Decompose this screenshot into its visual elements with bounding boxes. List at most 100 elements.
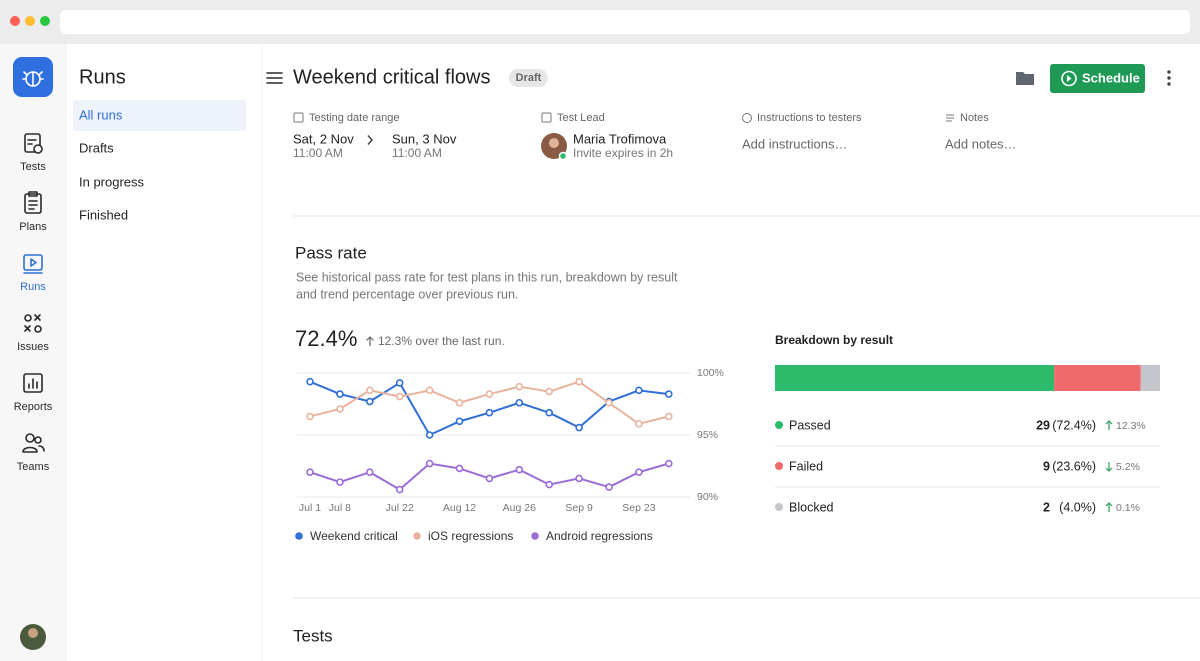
nav-teams[interactable]: Teams [17, 433, 50, 473]
data-point [635, 386, 643, 395]
data-point [605, 398, 613, 407]
menu-button[interactable] [266, 72, 283, 84]
address-bar[interactable] [60, 10, 1190, 34]
result-change: 5.2% [1116, 461, 1140, 473]
nav-runs[interactable]: Runs [20, 254, 46, 293]
y-tick-label: 100% [697, 367, 724, 379]
notes-icon [946, 114, 954, 122]
data-point [664, 412, 673, 421]
field-label: Test Lead [557, 112, 605, 124]
result-change: 0.1% [1116, 502, 1140, 514]
menu-item[interactable]: In progress [79, 174, 145, 189]
data-point [575, 474, 583, 483]
field-label: Instructions to testers [757, 112, 862, 124]
end-time: 11:00 AM [392, 146, 442, 160]
x-tick-label: Jul 22 [386, 502, 414, 514]
minimize-button[interactable] [25, 16, 35, 26]
nav-label: Tests [20, 161, 46, 173]
menu-item[interactable]: Finished [79, 207, 128, 222]
schedule-button[interactable] [1050, 64, 1145, 93]
x-tick-label: Aug 12 [443, 502, 476, 514]
result-count: 2 [1043, 500, 1050, 514]
badge [509, 69, 548, 87]
close-button[interactable] [10, 16, 20, 26]
chart-title: Breakdown by result [775, 333, 893, 347]
menu-highlight [73, 100, 246, 131]
data-point [425, 386, 434, 395]
data-point [336, 478, 344, 486]
y-tick-label: 90% [697, 491, 718, 503]
data-point [575, 423, 583, 432]
data-point [455, 417, 464, 426]
data-point [515, 382, 524, 391]
data-point [306, 412, 314, 421]
nav-label: Teams [17, 461, 50, 473]
legend-label: iOS regressions [428, 529, 513, 543]
result-share: (23.6%) [1052, 459, 1096, 473]
lead-note: Invite expires in 2h [573, 146, 673, 160]
section-description: and trend percentage over previous run. [296, 287, 518, 301]
x-tick-label: Sep 23 [622, 502, 655, 514]
notes-input[interactable]: Add notes… [945, 136, 1017, 151]
person-icon [541, 112, 552, 123]
data-point [664, 390, 673, 398]
nav-tests[interactable]: Tests [20, 133, 46, 173]
data-point [395, 379, 404, 387]
data-point [365, 468, 374, 477]
end-date[interactable]: Sun, 3 Nov [392, 131, 457, 146]
result-name: Blocked [789, 500, 834, 514]
data-point [306, 377, 314, 386]
nav-plans[interactable]: Plans [19, 191, 47, 233]
play-icon-triangle [1067, 75, 1072, 82]
legend-label: Weekend critical [310, 529, 398, 543]
nav-label: Issues [17, 341, 49, 353]
y-tick-label: 95% [697, 429, 718, 441]
data-point [485, 390, 494, 398]
data-point [306, 468, 314, 477]
nav-issues[interactable]: Issues [17, 314, 49, 353]
more-button[interactable] [1167, 70, 1171, 86]
data-point [395, 485, 404, 494]
data-point [515, 465, 524, 474]
data-point [545, 408, 554, 417]
legend-marker [531, 532, 539, 540]
folder-button[interactable] [1016, 72, 1034, 85]
data-point [515, 398, 524, 407]
trend-arrow [1105, 420, 1113, 430]
instructions-input[interactable]: Add instructions… [742, 136, 848, 151]
legend-marker [413, 532, 421, 540]
data-point [395, 392, 404, 401]
data-point [365, 397, 374, 406]
start-time: 11:00 AM [293, 146, 343, 160]
result-share: (4.0%) [1059, 500, 1096, 514]
result-share: (72.4%) [1052, 418, 1096, 432]
play-icon [1061, 70, 1077, 87]
data-point [635, 420, 643, 428]
data-point [545, 387, 554, 396]
menu-item[interactable]: All runs [79, 107, 123, 122]
online-dot [558, 151, 568, 161]
data-point [336, 405, 344, 413]
avatar-face [28, 628, 38, 638]
rail [0, 44, 66, 661]
nav-label: Reports [14, 401, 53, 413]
data-point [455, 464, 464, 473]
page-title: Weekend critical flows [293, 66, 490, 88]
nav-label: Plans [19, 221, 47, 233]
bar-segment [1054, 365, 1141, 391]
start-date[interactable]: Sat, 2 Nov [293, 131, 354, 146]
data-point [425, 431, 434, 439]
zoom-button[interactable] [40, 16, 50, 26]
data-point [635, 468, 643, 477]
nav-reports[interactable]: Reports [14, 373, 53, 413]
menu-item[interactable]: Drafts [79, 140, 114, 155]
x-tick-label: Aug 26 [503, 502, 536, 514]
lead-name[interactable]: Maria Trofimova [573, 131, 667, 146]
field-label: Notes [960, 112, 989, 124]
result-change: 12.3% [1116, 420, 1146, 432]
bar-segment [1140, 365, 1160, 391]
data-point [365, 386, 374, 395]
